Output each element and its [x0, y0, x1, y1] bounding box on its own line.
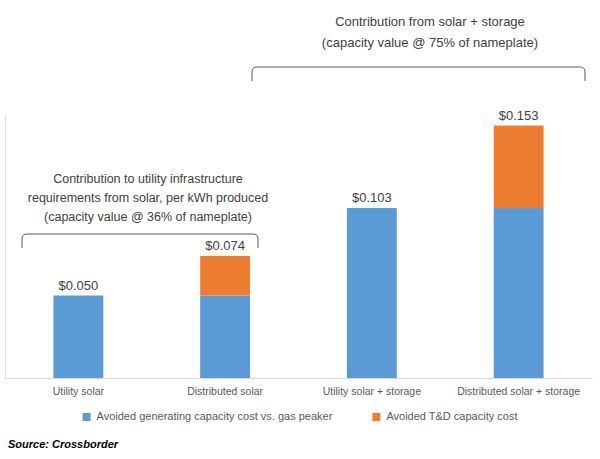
x-tick: Utility solar — [53, 378, 105, 397]
legend: Avoided generating capacity cost vs. gas… — [83, 410, 518, 422]
y-axis — [5, 115, 6, 379]
y-axis-line — [5, 115, 6, 379]
total-label: $0.153 — [499, 108, 539, 123]
bars — [53, 126, 543, 378]
annotation-text: (capacity value @ 75% of nameplate) — [322, 35, 538, 50]
annotation: Contribution from solar + storage (capaci… — [252, 14, 585, 81]
legend-swatch — [83, 413, 91, 421]
total-label: $0.103 — [352, 190, 392, 205]
total-label: $0.074 — [205, 238, 245, 253]
annotation-text: (capacity value @ 36% of nameplate) — [44, 210, 252, 224]
bar — [494, 208, 544, 378]
x-tick-label: Distributed solar + storage — [457, 385, 580, 397]
annotation-text: Contribution to utility infrastructure — [53, 172, 243, 186]
x-tick: Utility solar + storage — [323, 378, 421, 397]
annotation-text: Contribution from solar + storage — [335, 14, 525, 29]
x-axis-line — [6, 378, 593, 379]
legend-swatch — [372, 413, 380, 421]
bar — [200, 296, 250, 379]
legend-label: Avoided T&D capacity cost — [386, 410, 517, 422]
total-label: $0.050 — [58, 278, 98, 293]
bar — [494, 126, 544, 209]
bar — [347, 208, 397, 378]
chart-svg: Utility solar Distributed solar Utility so… — [0, 0, 600, 459]
legend-item: Avoided generating capacity cost vs. gas… — [83, 410, 333, 422]
annotation: Contribution to utility infrastructure re… — [22, 172, 268, 248]
annotation-text: requirements from solar, per kWh produce… — [28, 191, 268, 205]
x-tick-label: Distributed solar — [187, 385, 263, 397]
source: Source: Crossborder — [8, 438, 119, 450]
bar — [53, 296, 103, 379]
x-axis: Utility solar Distributed solar Utility so… — [6, 378, 593, 397]
x-tick: Distributed solar + storage — [457, 378, 580, 397]
legend-label: Avoided generating capacity cost vs. gas… — [97, 410, 333, 422]
bar — [200, 256, 250, 296]
x-tick: Distributed solar — [187, 378, 263, 397]
bracket — [22, 234, 258, 248]
x-tick-label: Utility solar + storage — [323, 385, 421, 397]
bracket — [252, 67, 585, 81]
chart-container: Utility solar Distributed solar Utility so… — [0, 0, 600, 459]
x-tick-label: Utility solar — [53, 385, 105, 397]
legend-item: Avoided T&D capacity cost — [372, 410, 517, 422]
